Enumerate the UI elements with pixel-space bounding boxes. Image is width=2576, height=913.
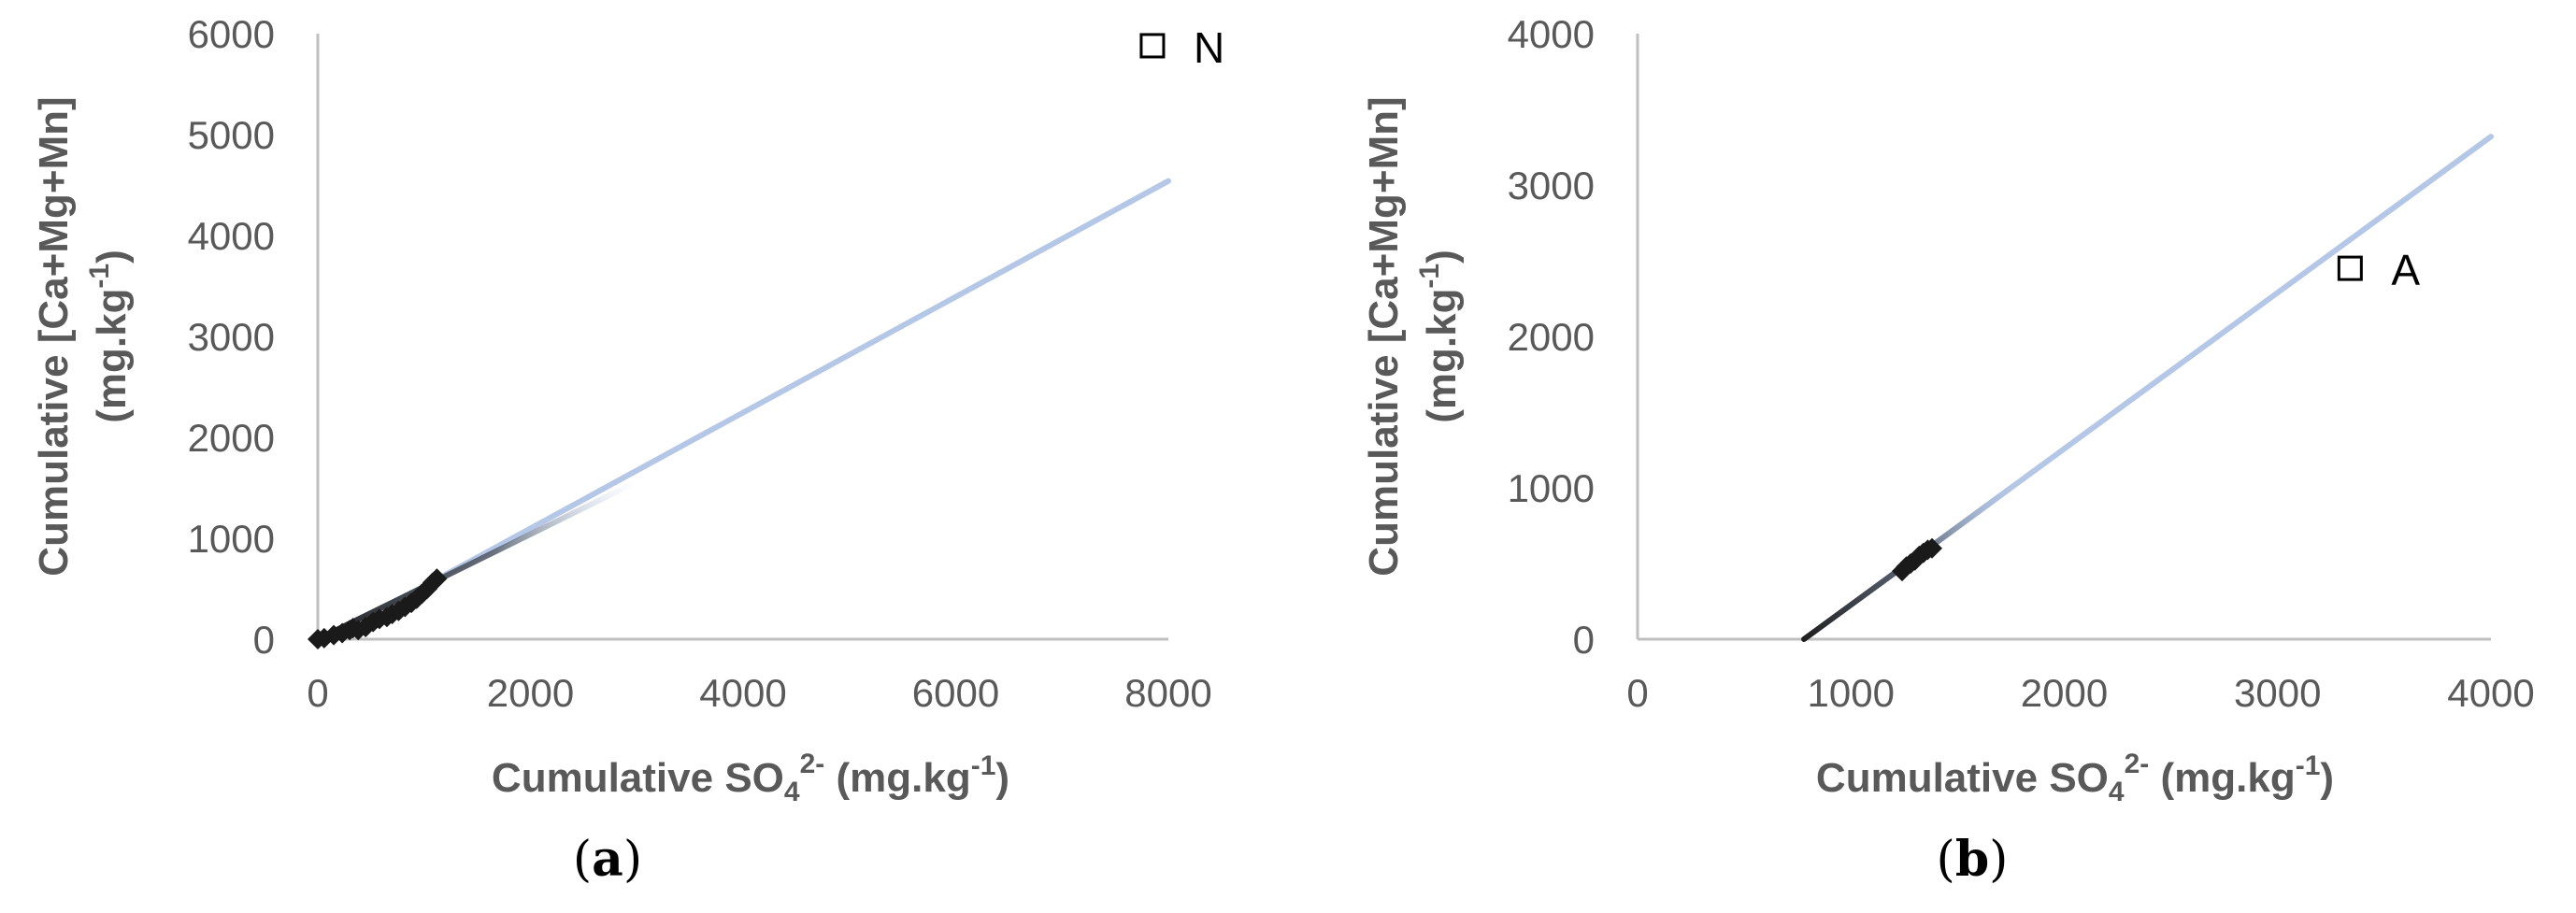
chart-b-y-tick-label: 4000 (1508, 12, 1595, 56)
chart-b-y-axis-title-line1: Cumulative [Ca+Mg+Mn] (1361, 96, 1407, 576)
chart-b-y-tick-label: 3000 (1508, 164, 1595, 207)
chart-b-axes (1636, 34, 2491, 641)
chart-a-panel-label: (a) (573, 831, 642, 888)
chart-a-y-tick-label: 4000 (188, 214, 275, 258)
chart-a-y-axis-title-line2: (mg.kg-1) (84, 250, 135, 423)
chart-a-x-tick-label: 6000 (912, 671, 999, 715)
chart-b-x-tick-label: 4000 (2447, 671, 2534, 715)
chart-a-legend-marker (1139, 33, 1166, 59)
chart-b-y-tick-label: 1000 (1508, 466, 1595, 510)
chart-b-x-axis-title: Cumulative SO42- (mg.kg-1) (1816, 749, 2334, 807)
chart-a-trend-group (315, 178, 1171, 642)
chart-a-y-tick-label: 1000 (188, 517, 275, 561)
chart-b-points (1892, 537, 1942, 582)
chart-a-y-tick-label: 2000 (188, 416, 275, 460)
chart-b-legend-marker (2337, 255, 2363, 281)
chart-a-points (308, 568, 448, 649)
chart-a-x-tick-label: 2000 (487, 671, 574, 715)
chart-a-x-tick-labels: 0 2000 4000 6000 8000 (307, 671, 1211, 715)
chart-b-y-tick-label: 2000 (1508, 315, 1595, 359)
chart-a-y-axis-title: Cumulative [Ca+Mg+Mn] (mg.kg-1) (31, 96, 135, 576)
chart-a-trend-dark-segment (315, 478, 640, 642)
chart-a-data-point (426, 568, 448, 590)
chart-a-legend-label: N (1194, 23, 1224, 72)
chart-a-legend: N (1139, 23, 1224, 72)
chart-b-y-tick-label: 0 (1573, 618, 1595, 662)
chart-b-y-axis-title-line2: (mg.kg-1) (1414, 250, 1465, 423)
chart-panel-b: 0 1000 2000 3000 4000 0 1000 2000 3000 4000 A Cu… (1361, 12, 2535, 888)
chart-b-legend-label: A (2391, 246, 2420, 294)
chart-b-y-tick-labels: 0 1000 2000 3000 4000 (1508, 12, 1595, 662)
chart-a-axes (316, 34, 1168, 641)
chart-a-x-axis-title: Cumulative SO42- (mg.kg-1) (492, 749, 1009, 807)
chart-b-panel-label: (b) (1937, 831, 2009, 888)
chart-b-x-tick-label: 3000 (2234, 671, 2321, 715)
chart-b-y-axis-title: Cumulative [Ca+Mg+Mn] (mg.kg-1) (1361, 96, 1465, 576)
chart-a-y-tick-label: 0 (253, 618, 275, 662)
chart-b-legend: A (2337, 246, 2420, 294)
chart-a-y-tick-label: 3000 (188, 315, 275, 359)
chart-b-x-tick-label: 1000 (1808, 671, 1895, 715)
chart-a-x-tick-label: 0 (307, 671, 328, 715)
chart-b-x-tick-labels: 0 1000 2000 3000 4000 (1626, 671, 2534, 715)
chart-a-y-tick-labels: 0 1000 2000 3000 4000 5000 6000 (188, 12, 275, 662)
chart-a-y-tick-label: 6000 (188, 12, 275, 56)
chart-a-x-tick-label: 4000 (699, 671, 786, 715)
chart-b-x-tick-label: 0 (1626, 671, 1648, 715)
chart-b-data-point (1921, 537, 1942, 559)
chart-a-x-tick-label: 8000 (1124, 671, 1211, 715)
chart-panel-a: 0 2000 4000 6000 8000 0 1000 2000 3000 4000 5000 6… (31, 12, 1224, 888)
chart-a-y-tick-label: 5000 (188, 113, 275, 157)
chart-b-x-tick-label: 2000 (2021, 671, 2108, 715)
chart-a-y-axis-title-line1: Cumulative [Ca+Mg+Mn] (31, 96, 77, 576)
